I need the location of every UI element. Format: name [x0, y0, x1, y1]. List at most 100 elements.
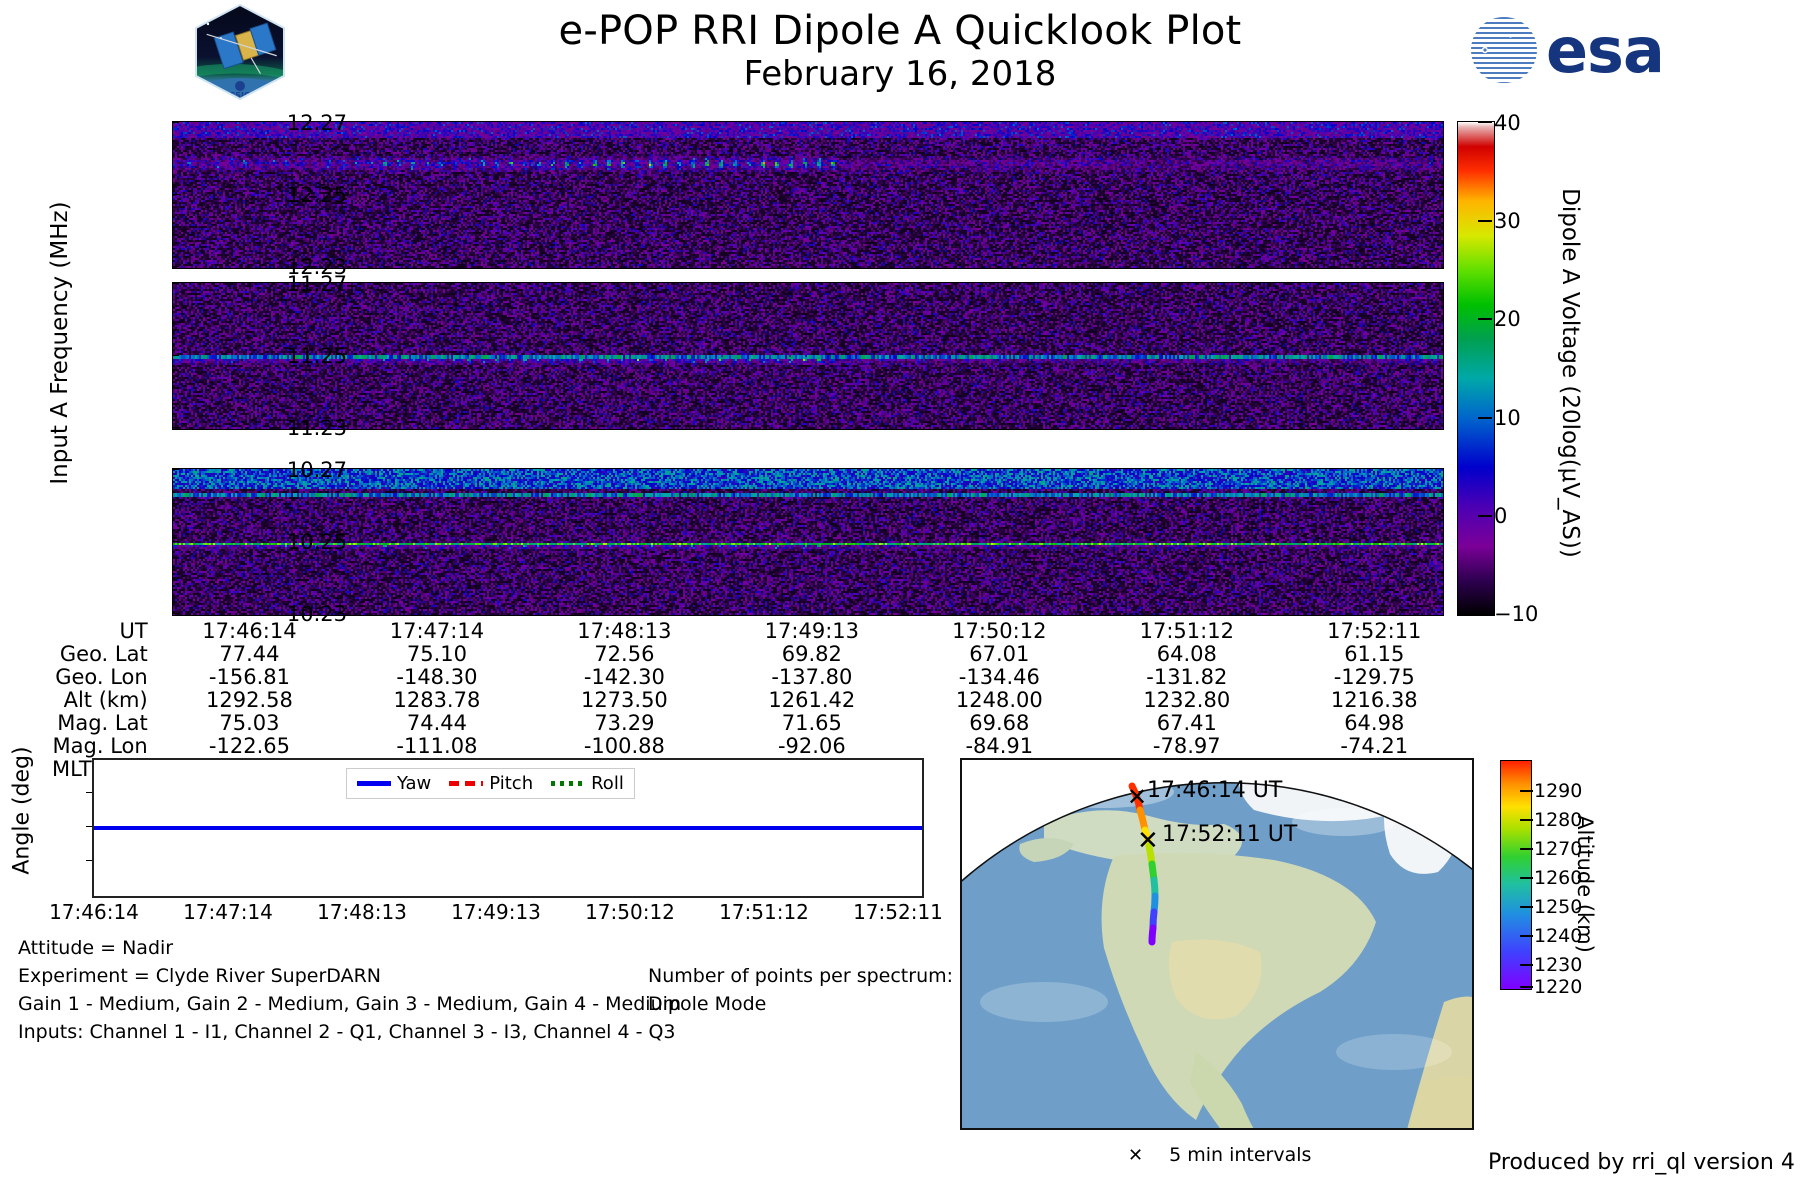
spec-ytick: 11.25: [286, 344, 347, 368]
colorbar-tick: −10: [1494, 602, 1539, 626]
roll-swatch-icon: [551, 781, 586, 786]
cell: 64.08: [1156, 642, 1217, 666]
cell: 73.29: [594, 711, 655, 735]
cell: 17:49:13: [764, 619, 859, 643]
cell: 69.68: [969, 711, 1030, 735]
page-subtitle: February 16, 2018: [743, 54, 1057, 94]
end-time-label: 17:52:11 UT: [1162, 822, 1298, 847]
cell: -134.46: [958, 665, 1040, 689]
row-label: Mag. Lat: [57, 711, 148, 735]
cell: -100.88: [583, 734, 665, 758]
attitude-xtick: 17:50:12: [585, 900, 675, 924]
cell: 1232.80: [1143, 688, 1231, 712]
cell: 1283.78: [393, 688, 481, 712]
spec-ytick: 12.25: [286, 183, 347, 207]
esa-logo-text: esa: [1546, 14, 1664, 86]
row-label: Geo. Lon: [55, 665, 148, 689]
cell: -78.97: [1152, 734, 1221, 758]
legend-item-yaw: Yaw: [357, 773, 431, 794]
interval-legend-label: 5 min intervals: [1169, 1144, 1312, 1166]
spectrogram-ylabel: Input A Frequency (MHz): [47, 201, 73, 485]
interval-legend: ✕ 5 min intervals: [1128, 1144, 1311, 1166]
row-label: Geo. Lat: [59, 642, 148, 666]
cell: 17:51:12: [1139, 619, 1234, 643]
cell: 71.65: [781, 711, 842, 735]
altitude-tick: 1250: [1534, 896, 1583, 918]
legend-label-pitch: Pitch: [489, 773, 534, 794]
attitude-xtick: 17:48:13: [317, 900, 407, 924]
altitude-tick: 1220: [1534, 976, 1583, 998]
cell: -92.06: [777, 734, 846, 758]
ground-track-map: ✕ 17:46:14 UT ✕ 17:52:11 UT: [960, 758, 1474, 1130]
pitch-swatch-icon: [449, 781, 484, 786]
cell: 74.44: [406, 711, 467, 735]
footer-gains: Gain 1 - Medium, Gain 2 - Medium, Gain 3…: [18, 993, 682, 1015]
colorbar-tick: 20: [1494, 307, 1521, 331]
cell: 72.56: [594, 642, 655, 666]
table-row: Alt (km) 1292.58 1283.78 1273.50 1261.42…: [0, 689, 1468, 712]
yaw-line: [94, 826, 922, 830]
spec-ytick: 10.27: [286, 458, 347, 482]
table-row: Mag. Lon -122.65 -111.08 -100.88 -92.06 …: [0, 735, 1468, 758]
cell: 17:48:13: [577, 619, 672, 643]
cell: -111.08: [396, 734, 478, 758]
cell: -137.80: [771, 665, 853, 689]
spec-ytick: 10.25: [286, 530, 347, 554]
spectrogram-panel-10mhz: [172, 468, 1444, 616]
attitude-xtick: 17:47:14: [183, 900, 273, 924]
table-row: Geo. Lon -156.81 -148.30 -142.30 -137.80…: [0, 666, 1468, 689]
cell: -131.82: [1146, 665, 1228, 689]
altitude-tick: 1270: [1534, 838, 1583, 860]
voltage-colorbar: [1457, 121, 1495, 616]
cell: -129.75: [1333, 665, 1415, 689]
cell: 64.98: [1344, 711, 1405, 735]
attitude-legend: Yaw Pitch Roll: [346, 768, 635, 799]
altitude-colorbar-label: Altitude (km): [1573, 754, 1597, 1014]
footer-experiment: Experiment = Clyde River SuperDARN: [18, 965, 381, 987]
legend-item-roll: Roll: [551, 773, 624, 794]
cell: 17:47:14: [389, 619, 485, 643]
cell: 75.03: [219, 711, 280, 735]
ground-track: [1128, 782, 1159, 946]
altitude-colorbar: [1500, 760, 1532, 990]
cell: -156.81: [208, 665, 290, 689]
spec-ytick: 10.23: [286, 602, 347, 626]
colorbar-tick: 0: [1494, 504, 1508, 528]
table-row: Geo. Lat 77.44 75.10 72.56 69.82 67.01 6…: [0, 643, 1468, 666]
attitude-xtick: 17:52:11: [853, 900, 943, 924]
esa-logo: esa: [1468, 14, 1698, 87]
voltage-colorbar-label-text: Dipole A Voltage (20log(μV_AS)): [1557, 188, 1583, 558]
row-label: Alt (km): [63, 688, 148, 712]
voltage-colorbar-label: Dipole A Voltage (20log(μV_AS)): [1557, 113, 1583, 633]
parameter-table: UT 17:46:14 17:47:14 17:48:13 17:49:13 1…: [0, 620, 1800, 781]
start-time-label: 17:46:14 UT: [1147, 778, 1283, 803]
altitude-tick: 1280: [1534, 809, 1583, 831]
cell: 1273.50: [580, 688, 668, 712]
cell: 17:50:12: [952, 619, 1047, 643]
cell: 1292.58: [206, 688, 293, 712]
row-label: UT: [119, 619, 148, 643]
cell: 67.41: [1156, 711, 1217, 735]
cell: -84.91: [965, 734, 1034, 758]
legend-label-roll: Roll: [591, 773, 624, 794]
cassiope-logo-text: CASSIOPE: [218, 91, 262, 100]
spec-ytick: 12.23: [286, 255, 347, 279]
colorbar-tick: 30: [1494, 209, 1521, 233]
interval-marker-icon: ✕: [1128, 1144, 1144, 1166]
produced-by-credit: Produced by rri_ql version 4: [1488, 1150, 1795, 1175]
cell: 1216.38: [1330, 688, 1418, 712]
start-marker-icon: ✕: [1127, 783, 1148, 811]
spec-ytick: 12.27: [286, 111, 347, 135]
cell: 17:46:14: [202, 619, 297, 643]
altitude-tick: 1260: [1534, 867, 1583, 889]
spec-ytick: 11.27: [286, 272, 347, 296]
attitude-xtick: 17:46:14: [49, 900, 139, 924]
yaw-swatch-icon: [357, 781, 391, 786]
cell: -142.30: [583, 665, 665, 689]
cell: 69.82: [781, 642, 842, 666]
cell: 1248.00: [955, 688, 1043, 712]
spectrogram-panel-12mhz: [172, 121, 1444, 269]
legend-item-pitch: Pitch: [449, 773, 533, 794]
spectrogram-panel-11mhz: [172, 282, 1444, 430]
end-marker-icon: ✕: [1137, 826, 1159, 856]
